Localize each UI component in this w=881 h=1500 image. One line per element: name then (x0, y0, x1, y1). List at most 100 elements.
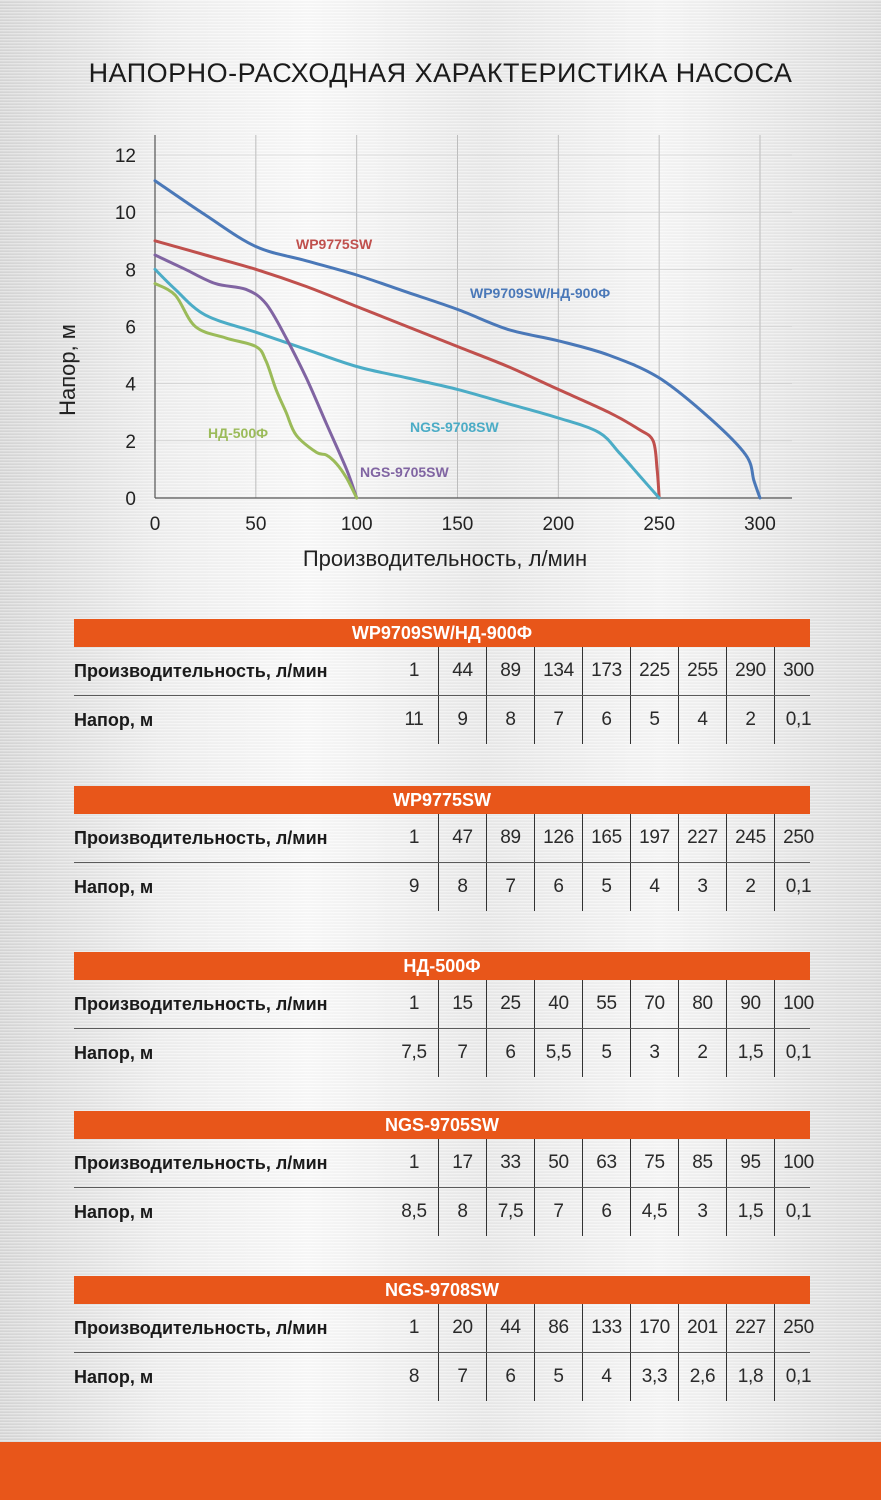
table-cell: 100 (774, 1139, 822, 1187)
flow-row: Производительность, л/мин 1 47 89 126 165 197 2… (74, 814, 814, 863)
table-cell: 5,5 (534, 1029, 582, 1077)
row-label: Производительность, л/мин (74, 1318, 328, 1338)
table-cell: 8 (408, 1366, 420, 1387)
footer-bar (0, 1442, 881, 1500)
flow-row: Производительность, л/мин 1 20 44 86 133 170 20… (74, 1304, 814, 1353)
table-cell: 1,8 (726, 1353, 774, 1401)
spec-table: WP9775SW Производительность, л/мин 1 47 89 12… (74, 786, 814, 911)
chart-series-labels: WP9709SW/НД-900Ф WP9775SW NGS-9708SW NGS-97… (208, 236, 610, 480)
flow-row: Производительность, л/мин 1 17 33 50 63 75 85 95… (74, 1139, 814, 1188)
table-cell: 1 (408, 1152, 420, 1173)
table-cell: 170 (630, 1304, 678, 1352)
table-cell: 75 (630, 1139, 678, 1187)
table-cell: 1 (408, 827, 420, 848)
table-cell: 245 (726, 814, 774, 862)
table-cell: 0,1 (774, 696, 822, 744)
series-label-wp9709sw-нд-900ф: WP9709SW/НД-900Ф (470, 285, 610, 301)
x-tick-label: 0 (150, 514, 161, 535)
table-cell: 4 (582, 1353, 630, 1401)
table-cell: 3 (630, 1029, 678, 1077)
series-line-wp9775sw (153, 239, 661, 500)
table-cell: 2 (678, 1029, 726, 1077)
table-title: WP9709SW/НД-900Ф (74, 619, 810, 647)
table-cell: 1,5 (726, 1188, 774, 1236)
table-cell: 290 (726, 647, 774, 695)
table-cell: 6 (486, 1029, 534, 1077)
table-cell: 250 (774, 1304, 822, 1352)
row-label: Напор, м (74, 710, 154, 730)
table-cell: 7,5 (486, 1188, 534, 1236)
y-tick-label: 12 (115, 146, 136, 167)
row-label: Производительность, л/мин (74, 661, 328, 681)
table-cell: 227 (678, 814, 726, 862)
head-row: Напор, м 8 7 6 5 4 3,3 2,6 1,8 0,1 (74, 1353, 812, 1401)
table-cell: 89 (486, 647, 534, 695)
chart-series (153, 179, 762, 500)
table-cell: 55 (582, 980, 630, 1028)
spec-table: NGS-9705SW Производительность, л/мин 1 17 33… (74, 1111, 814, 1236)
table-cell: 0,1 (774, 1188, 822, 1236)
table-title: НД-500Ф (74, 952, 810, 980)
table-cell: 6 (486, 1353, 534, 1401)
chart-axes (154, 135, 792, 499)
table-cell: 126 (534, 814, 582, 862)
y-tick-label: 2 (125, 432, 136, 453)
table-cell: 95 (726, 1139, 774, 1187)
table-cell: 165 (582, 814, 630, 862)
x-tick-label: 50 (245, 514, 266, 535)
table-title: WP9775SW (74, 786, 810, 814)
y-tick-label: 4 (125, 375, 136, 396)
table-cell: 44 (438, 647, 486, 695)
table-cell: 7 (534, 1188, 582, 1236)
table-cell: 255 (678, 647, 726, 695)
table-cell: 86 (534, 1304, 582, 1352)
table-title: NGS-9705SW (74, 1111, 810, 1139)
row-label: Напор, м (74, 1367, 154, 1387)
table-cell: 173 (582, 647, 630, 695)
table-cell: 80 (678, 980, 726, 1028)
table-cell: 9 (408, 876, 420, 897)
x-tick-label: 250 (643, 514, 675, 535)
table-cell: 50 (534, 1139, 582, 1187)
table-cell: 5 (534, 1353, 582, 1401)
row-label: Напор, м (74, 877, 154, 897)
spec-table: НД-500Ф Производительность, л/мин 1 15 25 40 5… (74, 952, 814, 1077)
table-cell: 6 (582, 1188, 630, 1236)
table-cell: 3,3 (630, 1353, 678, 1401)
table-cell: 4 (678, 696, 726, 744)
table-cell: 1 (408, 1317, 420, 1338)
table-cell: 2 (726, 696, 774, 744)
table-cell: 90 (726, 980, 774, 1028)
table-cell: 63 (582, 1139, 630, 1187)
table-cell: 2,6 (678, 1353, 726, 1401)
table-cell: 2 (726, 863, 774, 911)
table-cell: 0,1 (774, 1353, 822, 1401)
table-cell: 225 (630, 647, 678, 695)
table-cell: 7 (438, 1353, 486, 1401)
table-cell: 134 (534, 647, 582, 695)
table-cell: 70 (630, 980, 678, 1028)
x-tick-label: 200 (542, 514, 574, 535)
table-title: NGS-9708SW (74, 1276, 810, 1304)
table-cell: 0,1 (774, 1029, 822, 1077)
series-label-ngs-9705sw: NGS-9705SW (360, 464, 449, 480)
table-cell: 7 (534, 696, 582, 744)
table-cell: 8,5 (401, 1201, 427, 1222)
table-cell: 15 (438, 980, 486, 1028)
table-cell: 85 (678, 1139, 726, 1187)
table-cell: 20 (438, 1304, 486, 1352)
x-tick-label: 100 (341, 514, 373, 535)
chart-ticks: 0 2 4 6 8 10 12 0 50 100 150 200 250 300 (115, 146, 776, 535)
table-cell: 4,5 (630, 1188, 678, 1236)
table-cell: 7 (486, 863, 534, 911)
series-label-ngs-9708sw: NGS-9708SW (410, 419, 499, 435)
head-row: Напор, м 8,5 8 7,5 7 6 4,5 3 1,5 0,1 (74, 1188, 812, 1236)
row-label: Производительность, л/мин (74, 994, 328, 1014)
series-line-wp9709sw-нд-900ф (153, 179, 762, 500)
spec-table: WP9709SW/НД-900Ф Производительность, л/ми… (74, 619, 814, 744)
table-cell: 6 (582, 696, 630, 744)
head-row: Напор, м 7,5 7 6 5,5 5 3 2 1,5 0,1 (74, 1029, 812, 1077)
table-cell: 133 (582, 1304, 630, 1352)
table-cell: 197 (630, 814, 678, 862)
table-cell: 47 (438, 814, 486, 862)
